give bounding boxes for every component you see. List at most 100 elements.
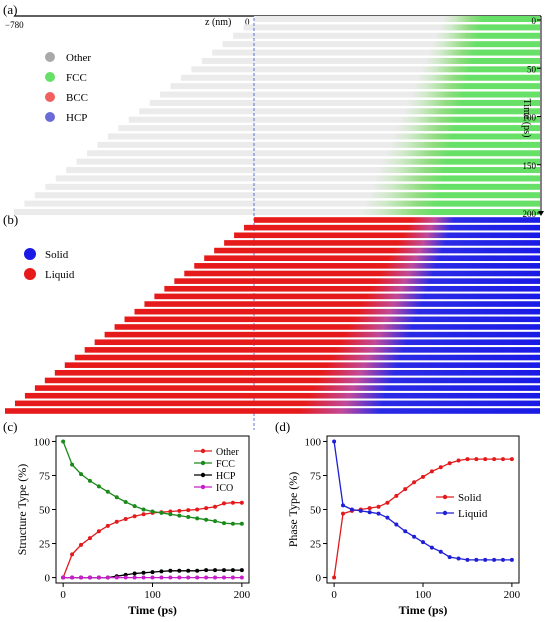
data-point (70, 462, 75, 467)
data-point (79, 542, 84, 547)
legend-label: Other (66, 52, 91, 64)
data-point (105, 523, 110, 528)
data-point (483, 457, 488, 462)
y-tick-label: 25 (310, 539, 322, 551)
data-point (186, 568, 191, 573)
data-point (403, 529, 408, 534)
data-point (438, 549, 443, 554)
data-point (159, 569, 164, 574)
legend-marker (200, 484, 206, 490)
data-point (221, 568, 226, 573)
phase-stripe (64, 362, 540, 368)
data-point (177, 568, 182, 573)
data-point (213, 568, 218, 573)
data-point (168, 568, 173, 573)
data-point (87, 575, 92, 580)
legend-marker (45, 112, 55, 122)
data-point (456, 458, 461, 463)
structure-stripe (243, 24, 540, 31)
structure-stripe (87, 150, 540, 157)
legend-marker (45, 72, 55, 82)
y-tick-label: 100 (305, 436, 322, 448)
panel-b: (b) Solid Liquid (3, 212, 541, 414)
structure-stripe (118, 125, 540, 132)
y-tick-label: 25 (39, 539, 51, 551)
data-point (429, 469, 434, 474)
structure-stripe (55, 175, 540, 182)
data-point (132, 575, 137, 580)
data-point (509, 457, 514, 462)
data-point (150, 509, 155, 514)
legend-marker (200, 448, 206, 454)
x-tick-label: 200 (234, 589, 251, 601)
data-point (230, 500, 235, 505)
structure-stripe (212, 49, 540, 56)
legend-label: ICO (216, 483, 233, 494)
structure-stripe (149, 99, 541, 106)
panel-b-stripes (5, 217, 541, 414)
legend-label: FCC (216, 459, 235, 470)
panel-a-legend: Other FCC BCC HCP (45, 52, 91, 124)
data-point (177, 513, 182, 518)
phase-stripe (24, 392, 541, 399)
structure-stripe (45, 183, 540, 190)
panel-a-label: (a) (3, 2, 17, 17)
data-point (168, 512, 173, 517)
y-tick-label: 75 (39, 470, 51, 482)
phase-stripe (114, 324, 540, 330)
structure-stripe (139, 108, 540, 115)
data-point (230, 575, 235, 580)
data-point (132, 571, 137, 576)
structure-stripe (254, 16, 540, 22)
legend-label: Liquid (458, 508, 488, 520)
data-point (132, 504, 137, 509)
data-point (239, 521, 244, 526)
phase-stripe (244, 224, 541, 231)
data-point (341, 511, 345, 516)
x-tick-label: 0 (60, 589, 66, 601)
structure-stripe (14, 209, 540, 215)
data-point (132, 514, 137, 519)
data-point (195, 568, 200, 573)
data-point (376, 504, 381, 509)
legend-label: HCP (66, 112, 87, 124)
data-point (483, 557, 488, 562)
data-point (385, 515, 390, 520)
phase-stripe (214, 247, 540, 254)
data-point (474, 457, 479, 462)
data-point (141, 507, 146, 512)
legend-label: Liquid (45, 269, 75, 281)
data-point (114, 495, 119, 500)
data-point (70, 552, 75, 557)
structure-stripe (233, 32, 540, 39)
data-point (221, 575, 226, 580)
data-point (195, 575, 200, 580)
phase-stripe (204, 255, 540, 261)
phase-stripe (224, 240, 540, 246)
legend-marker (24, 268, 36, 280)
phase-stripe (104, 331, 540, 338)
phase-stripe (194, 263, 541, 269)
phase-stripe (84, 347, 541, 353)
y-tick-label: 75 (310, 470, 322, 482)
data-point (96, 529, 101, 534)
data-point (87, 536, 92, 541)
data-point (501, 557, 505, 562)
data-point (186, 514, 191, 519)
data-point (96, 575, 101, 580)
data-point (159, 510, 164, 515)
phase-stripe (134, 308, 541, 315)
phase-stripe (234, 232, 540, 239)
structure-stripe (160, 91, 540, 98)
phase-stripe (34, 385, 540, 391)
time-tick-label: 50 (527, 64, 537, 74)
data-point (447, 555, 452, 560)
panel-a: (a) −780 z (nm) 0 0 50 100 150 200 Time (ps)… (3, 2, 544, 430)
data-point (239, 500, 244, 505)
structure-stripe (76, 158, 540, 165)
structure-stripe (201, 57, 540, 64)
data-point (349, 507, 354, 512)
data-point (114, 519, 119, 524)
phase-stripe (5, 408, 540, 414)
